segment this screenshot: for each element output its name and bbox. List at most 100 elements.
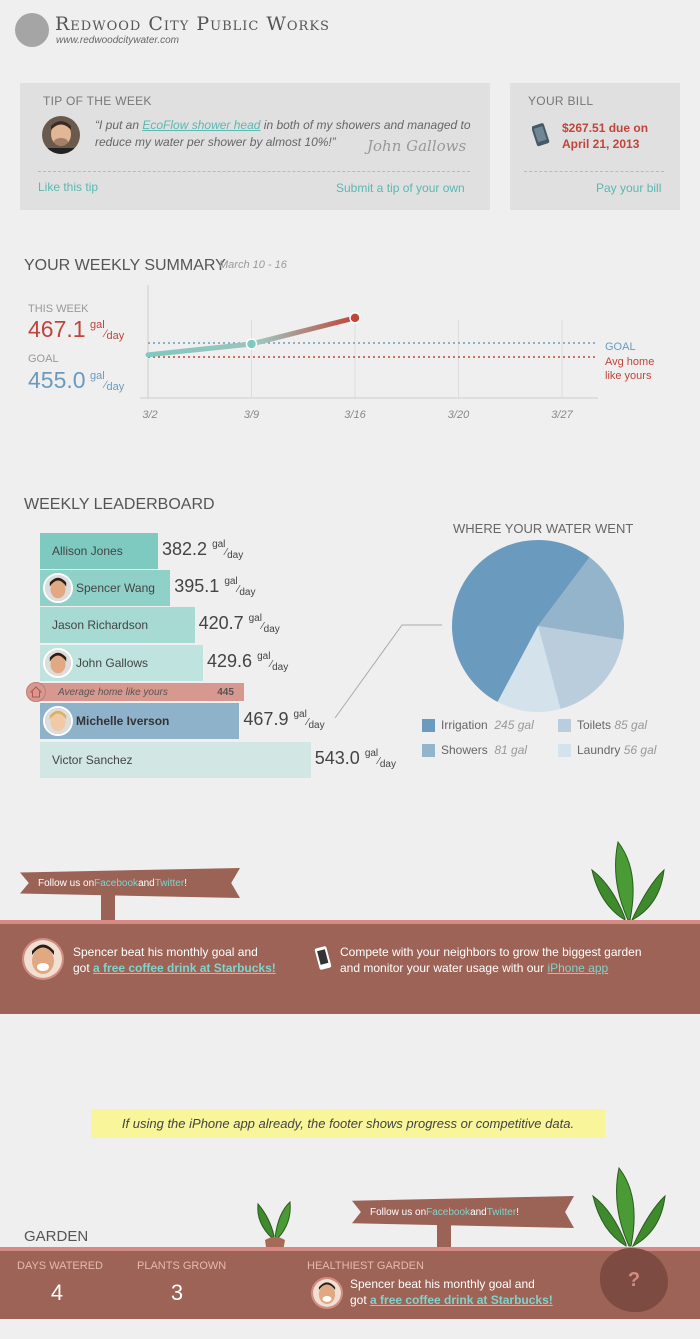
mystery-pot[interactable]: ? <box>600 1248 668 1312</box>
leaderboard-name: Michelle Iverson <box>76 714 170 728</box>
x-tick-label: 3/20 <box>448 409 470 421</box>
facebook-link-2[interactable]: Facebook <box>426 1206 471 1218</box>
twitter-link-2[interactable]: Twitter <box>486 1206 517 1218</box>
point-3-9 <box>245 338 258 350</box>
pie-slice-irrigation <box>451 540 590 702</box>
phone-bill-icon <box>531 123 550 152</box>
x-tick-label: 3/9 <box>244 409 259 421</box>
garden-band: DAYS WATERED 4 PLANTS GROWN 3 HEALTHIEST… <box>0 1248 700 1319</box>
leaderboard-row: Allison Jones <box>40 533 158 569</box>
this-week-label: THIS WEEK <box>28 303 89 315</box>
legend-toilets: Toilets 85 gal <box>558 718 647 732</box>
spencer-avatar-2 <box>311 1277 343 1309</box>
garden-promo-text: Spencer beat his monthly goal and got a … <box>350 1277 553 1307</box>
social-sign-2: Follow us on Facebook and Twitter! <box>352 1196 574 1228</box>
iphone-icon <box>314 946 332 977</box>
app-promo-text: Compete with your neighbors to grow the … <box>340 945 642 975</box>
leaderboard-avatar <box>43 573 73 603</box>
this-week-value: 467.1 gal⁄day <box>28 316 125 342</box>
like-tip-link[interactable]: Like this tip <box>38 180 99 194</box>
twitter-link[interactable]: Twitter <box>154 877 185 889</box>
x-tick-label: 3/2 <box>142 409 157 421</box>
pie-title: WHERE YOUR WATER WENT <box>453 521 634 536</box>
leaderboard-name: Spencer Wang <box>76 581 155 595</box>
iphone-app-link[interactable]: iPhone app <box>547 961 609 975</box>
leaderboard-row: Victor Sanchez <box>40 742 311 778</box>
bill-panel: YOUR BILL $267.51 due on April 21, 2013 … <box>510 83 680 210</box>
x-tick-label: 3/16 <box>344 409 366 421</box>
sign-post <box>101 892 115 924</box>
sign-post-2 <box>437 1220 451 1252</box>
leaderboard-title: WEEKLY LEADERBOARD <box>24 496 215 513</box>
bill-label: YOUR BILL <box>528 94 594 108</box>
footer-band: Spencer beat his monthly goal and got a … <box>0 924 700 1014</box>
garden-band-top <box>0 1247 700 1251</box>
leaderboard-avatar <box>43 648 73 678</box>
tip-quote: “I put an EcoFlow shower head in both of… <box>95 118 471 149</box>
leaderboard-value: 467.9 gal⁄day <box>243 709 325 731</box>
average-name: Average home like yours <box>58 686 168 698</box>
legend-goal: GOAL <box>605 341 636 353</box>
garden-title: GARDEN <box>24 1228 89 1245</box>
summary-title: YOUR WEEKLY SUMMARY <box>24 257 226 274</box>
promo-text: Spencer beat his monthly goal and got a … <box>73 945 276 975</box>
plant-icon <box>591 840 665 922</box>
plants-grown-value: 3 <box>170 1280 184 1305</box>
legend-irrigation: Irrigation 245 gal <box>422 718 534 732</box>
spencer-avatar <box>22 938 64 980</box>
site-url[interactable]: www.redwoodcitywater.com <box>56 35 180 46</box>
days-watered-value: 4 <box>50 1280 64 1305</box>
leaderboard-value: 543.0 gal⁄day <box>314 748 396 770</box>
days-watered-label: DAYS WATERED <box>17 1260 103 1272</box>
house-icon <box>26 682 46 702</box>
leaderboard-value: 382.2 gal⁄day <box>162 539 244 561</box>
healthiest-garden-label: HEALTHIEST GARDEN <box>307 1260 424 1272</box>
mystery-label: ? <box>627 1268 641 1291</box>
leaderboard-name: Allison Jones <box>52 544 123 558</box>
legend-laundry: Laundry 56 gal <box>558 743 656 757</box>
site-title: Redwood City Public Works <box>55 13 330 35</box>
footer-band-top <box>0 920 700 924</box>
pie-connector <box>334 624 442 719</box>
point-3-16 <box>349 312 361 324</box>
starbucks-link-2[interactable]: a free coffee drink at Starbucks! <box>370 1293 553 1307</box>
pie-slice-showers <box>538 557 624 640</box>
tip-author: John Gallows <box>367 137 467 155</box>
tip-label: TIP OF THE WEEK <box>43 94 152 108</box>
leaderboard-value: 395.1 gal⁄day <box>174 576 256 598</box>
legend-showers: Showers 81 gal <box>422 743 527 757</box>
bill-divider <box>524 171 664 172</box>
footer-note: If using the iPhone app already, the foo… <box>91 1109 605 1138</box>
weekly-line-chart: 3/2 3/9 3/16 3/20 3/27 <box>140 285 598 421</box>
x-tick-label: 3/27 <box>551 409 573 421</box>
logo <box>15 13 49 47</box>
summary-dates: March 10 - 16 <box>219 259 287 271</box>
john-avatar <box>42 116 80 154</box>
goal-label: GOAL <box>28 353 59 365</box>
leaderboard-name: Victor Sanchez <box>52 753 133 767</box>
leaderboard-row: Jason Richardson <box>40 607 195 643</box>
leaderboard-name: Jason Richardson <box>52 618 149 632</box>
legend-avg: Avg home like yours <box>605 356 655 382</box>
leaderboard-average-row: Average home like yours 445 <box>36 683 244 701</box>
leaderboard-name: John Gallows <box>76 656 149 670</box>
bill-amount: $267.51 due on April 21, 2013 <box>562 121 649 151</box>
pie-slice-laundry <box>497 626 561 712</box>
submit-tip-link[interactable]: Submit a tip of your own <box>336 181 465 195</box>
ecoflow-link[interactable]: EcoFlow shower head <box>142 118 261 132</box>
leaderboard-avatar <box>43 706 73 736</box>
tip-divider <box>38 171 470 172</box>
plants-grown-label: PLANTS GROWN <box>137 1260 227 1272</box>
leaderboard-value: 429.6 gal⁄day <box>207 651 289 673</box>
plant-icon-2 <box>592 1166 666 1248</box>
leaderboard-value: 420.7 gal⁄day <box>198 613 280 635</box>
tip-panel: TIP OF THE WEEK “I put an EcoFlow shower… <box>20 83 490 210</box>
pay-bill-link[interactable]: Pay your bill <box>596 181 662 195</box>
social-sign: Follow us on Facebook and Twitter! <box>20 868 240 898</box>
goal-value: 455.0 gal⁄day <box>28 367 125 393</box>
pie-slice-toilets <box>538 626 623 710</box>
leaderboard-row: Michelle Iverson <box>40 703 240 739</box>
facebook-link[interactable]: Facebook <box>94 877 139 889</box>
starbucks-link[interactable]: a free coffee drink at Starbucks! <box>93 961 276 975</box>
average-value: 445 <box>217 686 234 698</box>
